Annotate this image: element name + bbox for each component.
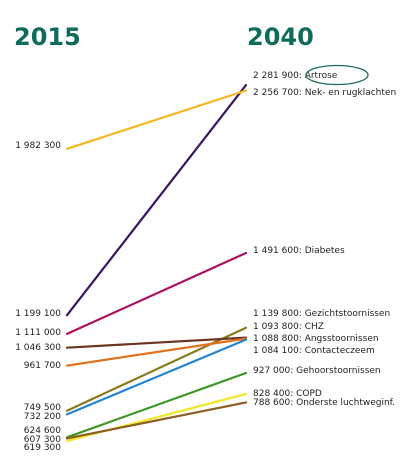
highlight-ellipse (305, 64, 369, 86)
end-value-label: 1 084 100: Contacteczeem (253, 346, 375, 356)
end-value-label: 1 093 800: CHZ (253, 322, 324, 332)
end-value-label: 927 000: Gehoorstoornissen (253, 366, 381, 376)
start-value-labels: 1 199 100 1 982 300 1 111 000 749 500 1 046 … (15, 141, 61, 453)
start-value-label: 1 046 300 (15, 343, 61, 353)
end-value-labels: 2 281 900: Artrose 2 256 700: Nek- en rug… (253, 71, 396, 408)
start-value-label: 619 300 (24, 443, 61, 453)
series-lines (65, 83, 248, 442)
series-line-10 (65, 401, 248, 440)
start-value-label: 624 600 (24, 426, 61, 436)
series-line-3 (65, 251, 248, 335)
end-value-label: 828 400: COPD (253, 389, 322, 399)
series-line-5 (65, 336, 248, 349)
start-value-label: 732 200 (24, 412, 61, 422)
series-line-2 (65, 89, 248, 150)
annotations (305, 64, 369, 86)
series-line-4 (65, 326, 248, 412)
series-line-1 (65, 83, 248, 317)
start-value-label: 749 500 (24, 403, 61, 413)
start-value-label: 1 199 100 (15, 309, 61, 319)
end-value-label: 2 256 700: Nek- en rugklachten (253, 88, 396, 98)
start-value-label: 1 982 300 (15, 141, 61, 151)
series-line-7 (65, 338, 248, 416)
start-value-label: 1 111 000 (15, 328, 61, 338)
start-value-label: 961 700 (24, 361, 61, 371)
end-value-label: 788 600: Onderste luchtweginf. (253, 398, 395, 408)
year-label-2015: 2015 (14, 23, 81, 51)
end-value-label: 1 491 600: Diabetes (253, 246, 345, 256)
end-value-label: 2 281 900: Artrose (253, 71, 338, 81)
series-line-6 (65, 337, 248, 367)
series-line-8 (65, 371, 248, 439)
end-value-label: 1 139 800: Gezichtstoornissen (253, 309, 390, 319)
end-value-label: 1 088 800: Angsstoornissen (253, 334, 379, 344)
start-value-label: 607 300 (24, 435, 61, 445)
year-label-2040: 2040 (247, 23, 314, 51)
